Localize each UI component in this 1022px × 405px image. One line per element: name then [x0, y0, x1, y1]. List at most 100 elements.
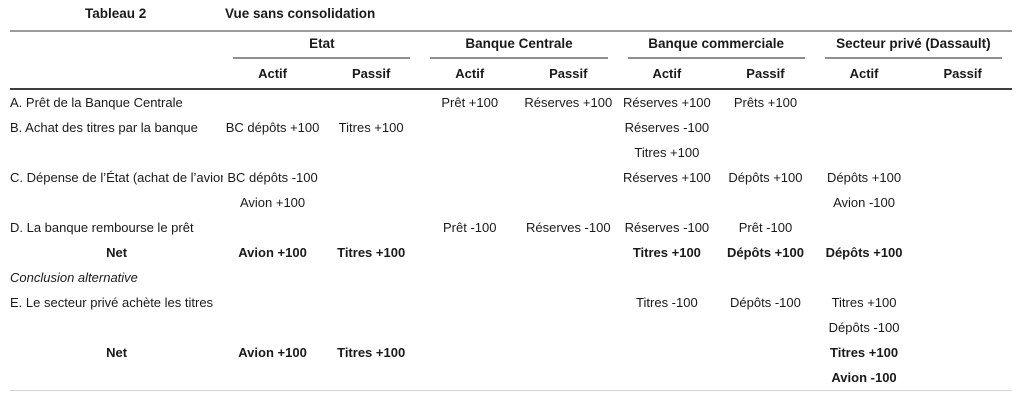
- subheader-passif: Passif: [746, 66, 785, 81]
- value-cell: Avion +100: [238, 245, 307, 260]
- value-cell: Avion -100: [831, 370, 897, 385]
- value-cell: [716, 115, 815, 140]
- value-cell: Dépôts +100: [728, 170, 803, 185]
- value-cell: [913, 365, 1012, 391]
- value-cell: [716, 365, 815, 391]
- value-cell: Réserves +100: [524, 95, 613, 110]
- value-cell: [716, 190, 815, 215]
- value-cell: Réserves -100: [624, 120, 710, 135]
- subheader-actif: Actif: [455, 66, 485, 81]
- value-cell: [716, 340, 815, 365]
- subheader-empty: [10, 59, 223, 89]
- value-cell: Avion +100: [238, 345, 307, 360]
- value-cell: [519, 340, 618, 365]
- row-label: Net: [106, 345, 128, 360]
- value-cell: [716, 140, 815, 165]
- value-cell: Réserves +100: [622, 95, 711, 110]
- group-header-banque-commerciale: Banque commerciale: [618, 31, 815, 59]
- value-cell: Prêt -100: [442, 220, 497, 235]
- value-cell: Titres +100: [338, 120, 404, 135]
- value-cell: Titres -100: [636, 295, 698, 310]
- value-cell: [618, 315, 717, 340]
- value-cell: Dépôts +100: [826, 170, 902, 185]
- value-cell: [223, 140, 322, 165]
- table-row: A. Prêt de la Banque Centrale Prêt +100 Ré…: [10, 89, 1012, 115]
- value-cell: Dépôts -100: [828, 320, 900, 335]
- value-cell: [519, 165, 618, 190]
- table-caption-row: Tableau 2 Vue sans consolidation: [0, 0, 1022, 30]
- value-cell: [913, 115, 1012, 140]
- subheader-actif: Actif: [652, 66, 682, 81]
- table-row: D. La banque rembourse le prêt Prêt -100 R…: [10, 215, 1012, 240]
- subheader-passif: Passif: [943, 66, 982, 81]
- value-cell: Dépôts +100: [825, 245, 903, 260]
- subheader-passif: Passif: [549, 66, 588, 81]
- value-cell: [519, 115, 618, 140]
- value-cell: [223, 265, 322, 290]
- value-cell: Titres +100: [830, 345, 899, 360]
- value-cell: [519, 240, 618, 265]
- value-cell: [322, 365, 421, 391]
- group-label: Banque Centrale: [465, 36, 573, 51]
- table-row: Dépôts -100: [10, 315, 1012, 340]
- table-row: Titres +100: [10, 140, 1012, 165]
- value-cell: [322, 140, 421, 165]
- value-cell: [420, 115, 519, 140]
- group-header-banque-centrale: Banque Centrale: [420, 31, 617, 59]
- table-row: E. Le secteur privé achète les titres Tit…: [10, 290, 1012, 315]
- value-cell: [420, 190, 519, 215]
- row-label: Conclusion alternative: [10, 270, 138, 285]
- value-cell: [519, 365, 618, 391]
- table-row: C. Dépense de l’État (achat de l’avion) B…: [10, 165, 1012, 190]
- value-cell: [716, 315, 815, 340]
- value-cell: Prêt +100: [441, 95, 499, 110]
- value-cell: [519, 265, 618, 290]
- subheader-actif: Actif: [258, 66, 287, 81]
- value-cell: [420, 240, 519, 265]
- value-cell: Avion +100: [239, 195, 306, 210]
- value-cell: [322, 265, 421, 290]
- value-cell: Réserves -100: [624, 220, 710, 235]
- row-label: [10, 140, 223, 165]
- value-cell: Réserves -100: [526, 220, 611, 235]
- table-row: Conclusion alternative: [10, 265, 1012, 290]
- value-cell: Titres +100: [337, 245, 406, 260]
- row-label: [10, 190, 223, 215]
- value-cell: Titres +100: [831, 295, 897, 310]
- value-cell: [420, 290, 519, 315]
- value-cell: [322, 165, 421, 190]
- row-label: [10, 365, 223, 391]
- value-cell: [913, 165, 1012, 190]
- table-row: Net Avion +100 Titres +100 Titres +100 Dépôt…: [10, 240, 1012, 265]
- group-label: Secteur privé (Dassault): [836, 36, 991, 51]
- value-cell: [618, 340, 717, 365]
- row-label: C. Dépense de l’État (achat de l’avion): [10, 170, 224, 185]
- value-cell: [913, 215, 1012, 240]
- row-label: D. La banque rembourse le prêt: [10, 220, 194, 235]
- value-cell: Prêt -100: [738, 220, 793, 235]
- value-cell: Titres +100: [634, 145, 700, 160]
- value-cell: [716, 265, 815, 290]
- value-cell: BC dépôts -100: [227, 170, 318, 185]
- row-label: [10, 315, 223, 340]
- row-label: Net: [106, 245, 128, 260]
- value-cell: [519, 140, 618, 165]
- value-cell: Titres +100: [632, 245, 701, 260]
- value-cell: [618, 365, 717, 391]
- label-column-header: [10, 31, 223, 59]
- value-cell: Dépôts -100: [730, 295, 801, 310]
- value-cell: Avion -100: [833, 195, 895, 210]
- group-header-secteur-prive: Secteur privé (Dassault): [815, 31, 1012, 59]
- table-row: Avion -100: [10, 365, 1012, 391]
- value-cell: [322, 315, 421, 340]
- table-row: Net Avion +100 Titres +100 Titres +100: [10, 340, 1012, 365]
- value-cell: [913, 290, 1012, 315]
- value-cell: [420, 265, 519, 290]
- subheader-row: Actif Passif Actif Passif Actif Passif A…: [10, 59, 1012, 89]
- group-header-etat: Etat: [223, 31, 420, 59]
- balance-sheet-table: Etat Banque Centrale Banque commerciale …: [10, 30, 1012, 391]
- value-cell: [322, 215, 421, 240]
- value-cell: [815, 115, 914, 140]
- value-cell: [420, 315, 519, 340]
